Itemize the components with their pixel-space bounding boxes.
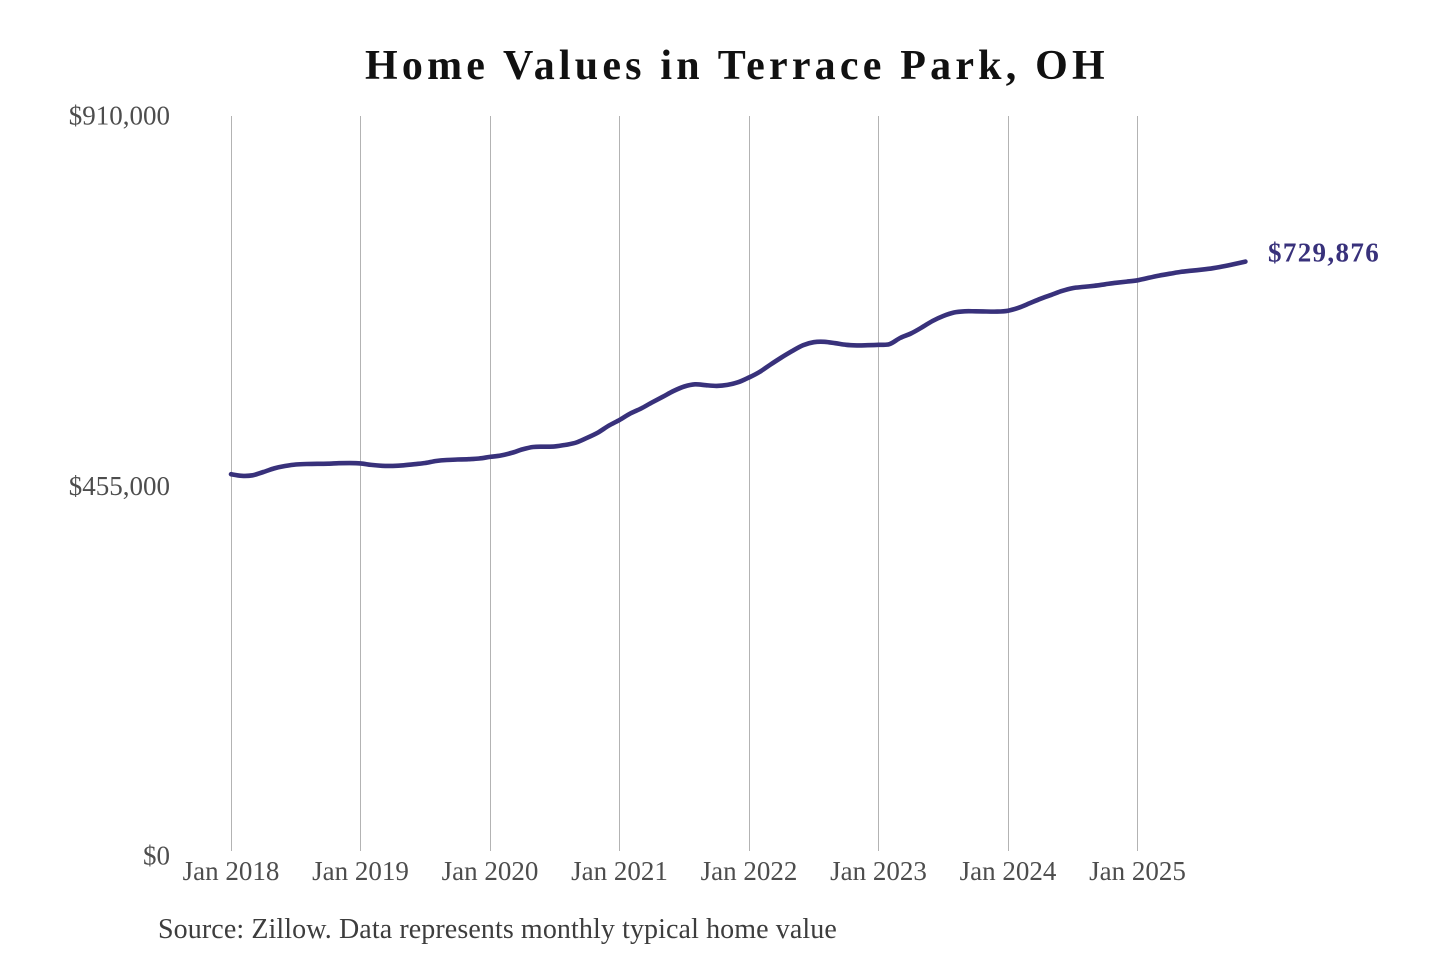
svg-text:Jan 2021: Jan 2021 (571, 856, 668, 886)
svg-text:$0: $0 (143, 840, 170, 870)
svg-text:Jan 2025: Jan 2025 (1089, 856, 1186, 886)
svg-text:$455,000: $455,000 (69, 471, 170, 501)
svg-text:$910,000: $910,000 (69, 100, 170, 130)
svg-text:Jan 2019: Jan 2019 (312, 856, 409, 886)
svg-text:Jan 2018: Jan 2018 (183, 856, 280, 886)
svg-text:$729,876: $729,876 (1268, 237, 1380, 267)
svg-text:Jan 2024: Jan 2024 (960, 856, 1057, 886)
svg-text:Source: Zillow. Data represent: Source: Zillow. Data represents monthly … (158, 914, 837, 945)
svg-text:Home Values in Terrace Park, O: Home Values in Terrace Park, OH (365, 43, 1109, 89)
svg-text:Jan 2023: Jan 2023 (830, 856, 927, 886)
svg-text:Jan 2020: Jan 2020 (442, 856, 539, 886)
svg-text:Jan 2022: Jan 2022 (701, 856, 798, 886)
